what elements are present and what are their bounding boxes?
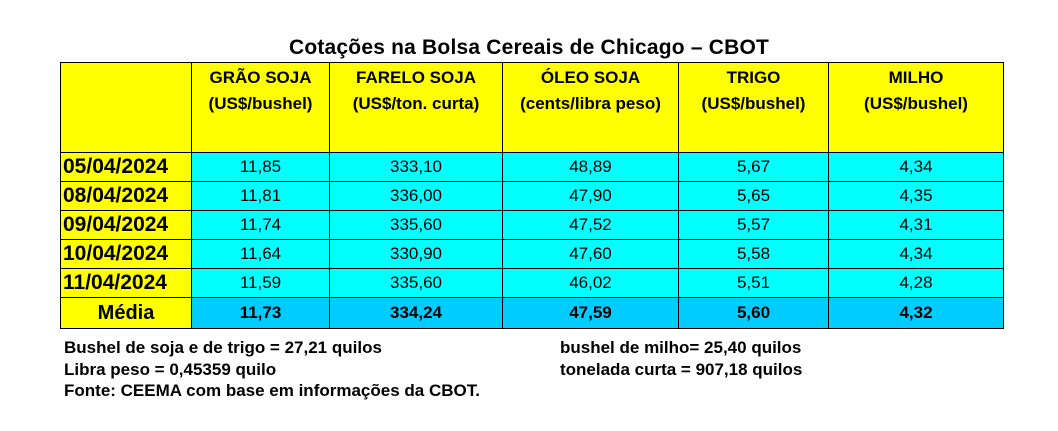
table-cell: 48,89 <box>502 152 679 182</box>
average-label: Média <box>60 297 192 329</box>
table-cell: 46,02 <box>502 268 679 298</box>
table-row: 10/04/2024 11,64 330,90 47,60 5,58 4,34 <box>60 239 1004 269</box>
row-date: 05/04/2024 <box>60 152 192 182</box>
table-cell: 47,52 <box>502 210 679 240</box>
notes-left: Bushel de soja e de trigo = 27,21 quilos… <box>64 337 382 381</box>
notes-right: bushel de milho= 25,40 quilos tonelada c… <box>560 337 802 381</box>
table-cell: 11,85 <box>191 152 330 182</box>
page-title: Cotações na Bolsa Cereais de Chicago – C… <box>288 36 770 59</box>
table-row: 05/04/2024 11,85 333,10 48,89 5,67 4,34 <box>60 152 1004 182</box>
table-cell: 4,34 <box>828 152 1004 182</box>
table-cell: 330,90 <box>329 239 503 269</box>
table-cell: 4,31 <box>828 210 1004 240</box>
quotes-table: GRÃO SOJA (US$/bushel) FARELO SOJA (US$/to… <box>60 62 1004 329</box>
table-cell: 336,00 <box>329 181 503 211</box>
average-cell: 4,32 <box>828 297 1004 329</box>
table-cell: 5,51 <box>678 268 829 298</box>
source-note: Fonte: CEEMA com base em informações da … <box>64 381 480 400</box>
column-header: MILHO (US$/bushel) <box>828 62 1004 153</box>
table-cell: 5,57 <box>678 210 829 240</box>
table-cell: 47,90 <box>502 181 679 211</box>
table-cell: 5,65 <box>678 181 829 211</box>
average-cell: 11,73 <box>191 297 330 329</box>
row-date: 11/04/2024 <box>60 268 192 298</box>
note-line: Libra peso = 0,45359 quilo <box>64 360 277 379</box>
column-header: TRIGO (US$/bushel) <box>678 62 829 153</box>
row-date: 10/04/2024 <box>60 239 192 269</box>
table-cell: 4,35 <box>828 181 1004 211</box>
row-date: 08/04/2024 <box>60 181 192 211</box>
average-cell: 5,60 <box>678 297 829 329</box>
table-cell: 11,59 <box>191 268 330 298</box>
row-date: 09/04/2024 <box>60 210 192 240</box>
table-cell: 4,28 <box>828 268 1004 298</box>
table-cell: 5,67 <box>678 152 829 182</box>
table-cell: 333,10 <box>329 152 503 182</box>
note-line: Bushel de soja e de trigo = 27,21 quilos <box>64 338 382 357</box>
column-header: ÓLEO SOJA (cents/libra peso) <box>502 62 679 153</box>
average-cell: 47,59 <box>502 297 679 329</box>
header-row: GRÃO SOJA (US$/bushel) FARELO SOJA (US$/to… <box>60 62 1004 153</box>
average-cell: 334,24 <box>329 297 503 329</box>
average-row: Média 11,73 334,24 47,59 5,60 4,32 <box>60 297 1004 329</box>
table-row: 11/04/2024 11,59 335,60 46,02 5,51 4,28 <box>60 268 1004 298</box>
table-cell: 47,60 <box>502 239 679 269</box>
table-row: 08/04/2024 11,81 336,00 47,90 5,65 4,35 <box>60 181 1004 211</box>
header-corner <box>60 62 192 153</box>
note-line: bushel de milho= 25,40 quilos <box>560 338 802 357</box>
note-line: tonelada curta = 907,18 quilos <box>560 360 803 379</box>
table-cell: 11,64 <box>191 239 330 269</box>
table-cell: 11,74 <box>191 210 330 240</box>
table-row: 09/04/2024 11,74 335,60 47,52 5,57 4,31 <box>60 210 1004 240</box>
table-cell: 11,81 <box>191 181 330 211</box>
table-cell: 335,60 <box>329 268 503 298</box>
column-header: GRÃO SOJA (US$/bushel) <box>191 62 330 153</box>
table-cell: 335,60 <box>329 210 503 240</box>
table-cell: 4,34 <box>828 239 1004 269</box>
column-header: FARELO SOJA (US$/ton. curta) <box>329 62 503 153</box>
table-cell: 5,58 <box>678 239 829 269</box>
